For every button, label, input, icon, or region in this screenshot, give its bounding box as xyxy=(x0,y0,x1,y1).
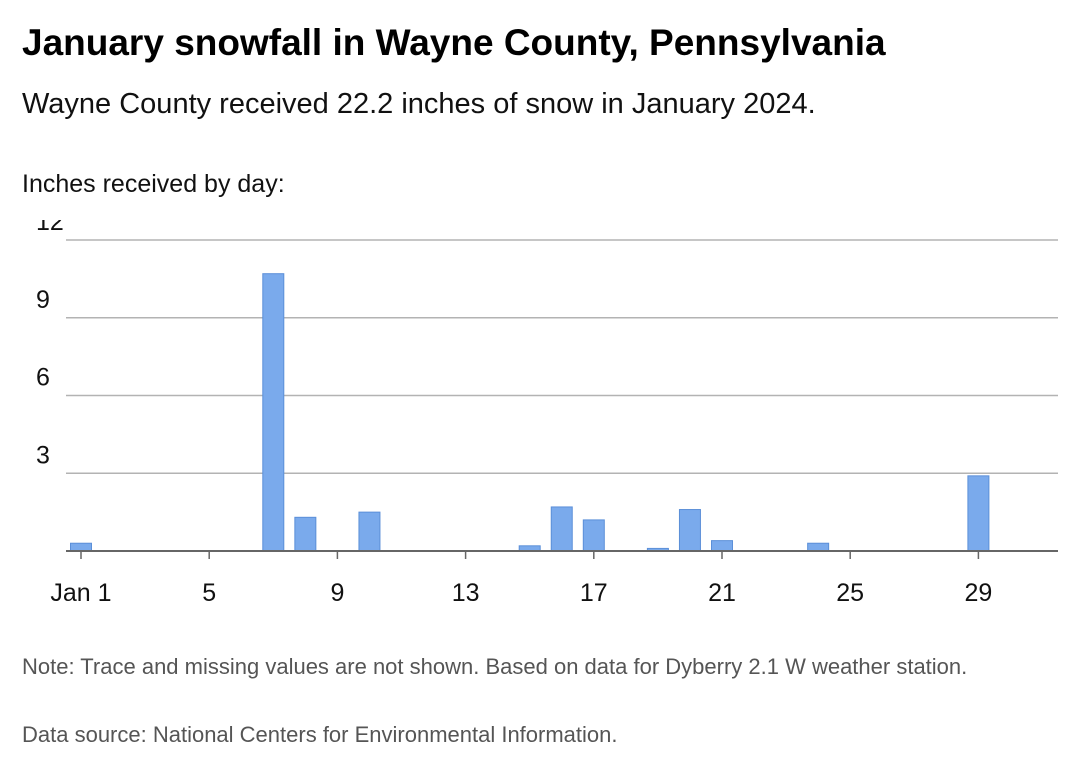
y-tick-label: 12 xyxy=(36,220,64,236)
bar xyxy=(582,519,605,552)
bar xyxy=(678,509,701,552)
bar xyxy=(70,542,92,552)
x-tick-label: 17 xyxy=(580,579,608,607)
x-tick-label: 13 xyxy=(452,579,480,607)
x-tick-label: 25 xyxy=(836,579,864,607)
y-axis-label: Inches received by day: xyxy=(22,170,285,198)
bar xyxy=(262,273,285,552)
x-tick-label: 21 xyxy=(708,579,736,607)
x-tick-label: 29 xyxy=(964,579,992,607)
y-tick-label: 6 xyxy=(36,364,50,392)
bar xyxy=(550,506,573,552)
axes: Jan 1 5 9 13 17 21 25 29 xyxy=(50,550,1058,607)
bar xyxy=(967,475,990,552)
x-tick-label: 9 xyxy=(330,579,344,607)
y-tick-label: 9 xyxy=(36,286,50,314)
gridlines: 3 6 9 12 xyxy=(36,220,1058,474)
chart-subtitle: Wayne County received 22.2 inches of sno… xyxy=(22,88,816,120)
chart-note: Note: Trace and missing values are not s… xyxy=(22,654,968,679)
bars xyxy=(70,273,990,552)
y-tick-label: 3 xyxy=(36,441,50,469)
chart-title: January snowfall in Wayne County, Pennsy… xyxy=(22,22,886,63)
bar xyxy=(294,516,317,552)
data-source: Data source: National Centers for Enviro… xyxy=(22,722,618,747)
bar xyxy=(711,540,733,552)
snowfall-bar-chart: 3 6 9 12 Jan 1 5 9 13 17 21 25 29 xyxy=(36,220,1058,607)
x-tick-label: 5 xyxy=(202,579,216,607)
bar xyxy=(807,542,830,552)
x-tick-label: Jan 1 xyxy=(50,579,111,607)
bar xyxy=(358,511,381,552)
